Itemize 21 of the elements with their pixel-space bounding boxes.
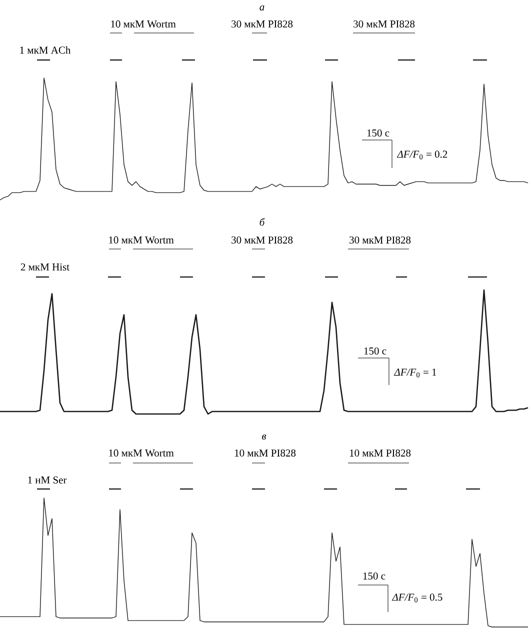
text: 1 мкМ ACh xyxy=(20,46,71,54)
text: 10 мкМ PI828 xyxy=(350,449,411,457)
text: 10 мкМ PI828 xyxy=(234,449,296,457)
chart-title: б xyxy=(260,218,265,226)
text: 10 мкМ Wortm xyxy=(109,236,174,244)
annotation: ΔF/F$_{0}$ = 0.2 xyxy=(396,150,448,160)
text: 30 мкМ PI828 xyxy=(232,236,293,244)
annotation: ΔF/F$_{0}$ = 1 xyxy=(394,368,436,378)
text: 10 мкМ Wortm xyxy=(109,449,174,457)
annotation: 150 с xyxy=(363,572,386,580)
text: 1 нМ Ser xyxy=(28,476,67,484)
chart-title: а xyxy=(260,5,264,11)
text: 2 мкМ Hist xyxy=(20,263,70,271)
annotation: 150 с xyxy=(367,129,390,137)
chart-title: в xyxy=(262,434,266,440)
annotation: 150 с xyxy=(364,347,386,355)
text: 30 мкМ PI828 xyxy=(354,20,415,28)
annotation: ΔF/F$_{0}$ = 0.5 xyxy=(392,594,442,602)
text: 10 мкМ Wortm xyxy=(111,20,176,28)
text: 30 мкМ PI828 xyxy=(350,236,411,244)
text: 30 мкМ PI828 xyxy=(232,20,293,28)
